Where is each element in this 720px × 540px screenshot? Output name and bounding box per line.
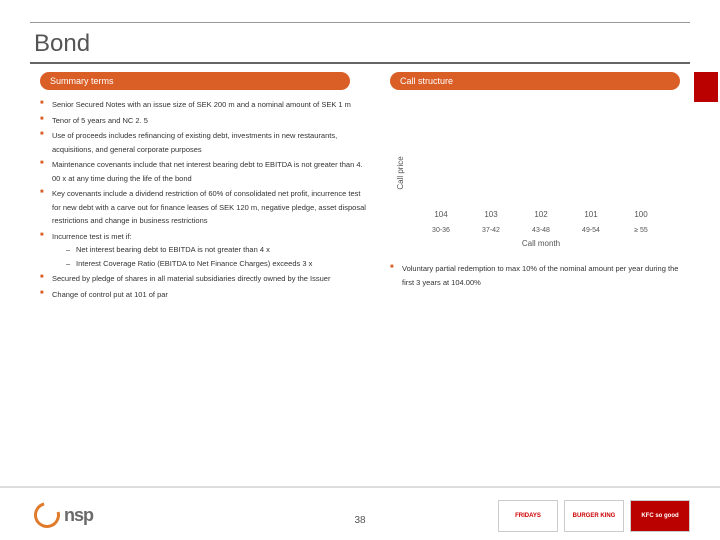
bullet-item: Key covenants include a dividend restric… [40,187,370,228]
x-tick-label: 37-42 [469,227,514,234]
summary-terms-column: Senior Secured Notes with an issue size … [40,98,370,303]
bullet-item: Secured by pledge of shares in all mater… [40,272,370,286]
x-tick-label: 43-48 [519,227,564,234]
side-brand-tab [694,72,718,102]
chart-bar-column: 100 [619,210,664,220]
bar-value-label: 103 [484,210,497,219]
bullet-item: Use of proceeds includes refinancing of … [40,129,370,156]
bar-value-label: 102 [534,210,547,219]
sub-item: Net interest bearing debt to EBITDA is n… [66,243,370,257]
bullet-item: Maintenance covenants include that net i… [40,158,370,185]
x-tick-label: ≥ 55 [619,227,664,234]
call-structure-list: Voluntary partial redemption to max 10% … [390,262,680,289]
bullet-text: Incurrence test is met if: [52,232,132,241]
x-tick-label: 49-54 [569,227,614,234]
call-structure-header: Call structure [390,72,680,90]
bar-value-label: 104 [434,210,447,219]
page-title: Bond [34,30,90,58]
bullet-item: Tenor of 5 years and NC 2. 5 [40,114,370,128]
fridays-logo: FRIDAYS [498,500,558,532]
incurrence-sublist: Net interest bearing debt to EBITDA is n… [66,243,370,270]
bullet-item: Incurrence test is met if: Net interest … [40,230,370,271]
logo-text: nsp [64,505,93,526]
chart-bars: 104 103 102 101 100 [416,102,666,220]
nsp-logo: nsp [34,502,93,528]
burger-king-logo: BURGER KING [564,500,624,532]
summary-terms-list: Senior Secured Notes with an issue size … [40,98,370,301]
top-rule [30,22,690,23]
title-underline [30,62,690,64]
footer: nsp 38 FRIDAYS BURGER KING KFC so good [0,486,720,540]
logo-swirl-icon [29,497,65,533]
bullet-item: Change of control put at 101 of par [40,288,370,302]
bar-value-label: 101 [584,210,597,219]
sub-item: Interest Coverage Ratio (EBITDA to Net F… [66,257,370,271]
chart-x-axis-label: Call month [416,239,666,248]
chart-bar-column: 101 [569,210,614,220]
chart-x-ticks: 30-36 37-42 43-48 49-54 ≥ 55 [416,227,666,234]
chart-y-axis-label: Call price [396,156,405,189]
brand-logos: FRIDAYS BURGER KING KFC so good [498,500,690,532]
chart-bar-column: 103 [469,210,514,220]
chart-bar-column: 104 [419,210,464,220]
summary-terms-header: Summary terms [40,72,350,90]
bullet-item: Senior Secured Notes with an issue size … [40,98,370,112]
chart-plot-area: 104 103 102 101 100 [416,102,666,220]
x-tick-label: 30-36 [419,227,464,234]
bullet-item: Voluntary partial redemption to max 10% … [390,262,680,289]
bar-value-label: 100 [634,210,647,219]
call-price-chart: Call price 104 103 102 101 100 30-36 37-42 43-… [390,98,670,248]
call-structure-column: Call price 104 103 102 101 100 30-36 37-42 43-… [390,98,680,291]
kfc-logo: KFC so good [630,500,690,532]
chart-bar-column: 102 [519,210,564,220]
page-number: 38 [354,515,365,526]
